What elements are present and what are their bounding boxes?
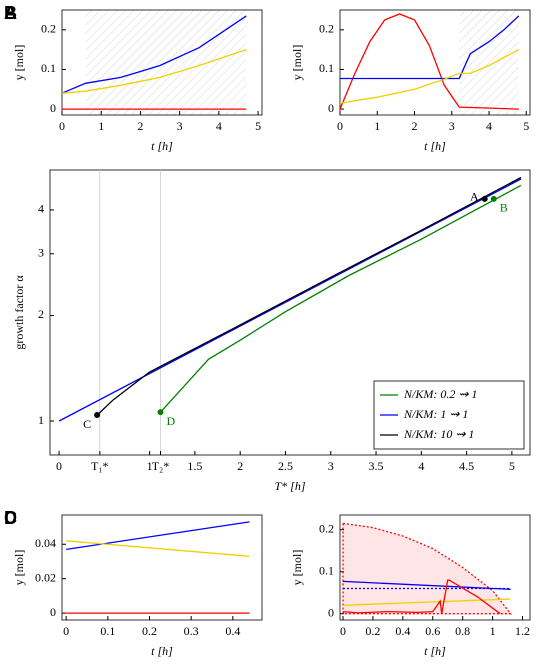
x-tick-label: 1.5 — [187, 459, 202, 473]
y-tick-label: 0.02 — [35, 570, 56, 584]
panel-label: A — [4, 3, 17, 23]
x-tick-label: 2 — [137, 119, 143, 133]
series-line — [339, 13, 519, 110]
panel-label: C — [4, 508, 17, 528]
x-tick-label: T₁* — [91, 459, 109, 473]
x-axis-label: t [h] — [151, 139, 173, 153]
x-tick-label: 0.4 — [225, 624, 240, 638]
series-line — [160, 184, 522, 413]
x-tick-label: 0.4 — [395, 624, 410, 638]
x-tick-label: 0.6 — [425, 624, 440, 638]
x-tick-label: 0 — [337, 119, 343, 133]
x-tick-label: 3 — [328, 459, 334, 473]
series-line — [339, 49, 520, 104]
series-line — [66, 540, 250, 557]
x-axis-label: t [h] — [151, 644, 173, 658]
x-tick-label: 0.8 — [455, 624, 470, 638]
legend-box — [373, 380, 525, 450]
x-tick-label: 3 — [449, 119, 455, 133]
y-axis-label: y [mol] — [290, 45, 304, 81]
panel-label: B — [4, 3, 17, 23]
series-line — [340, 15, 520, 80]
x-tick-label: 0 — [56, 459, 62, 473]
hatch-region — [459, 10, 519, 115]
y-tick-label: 2 — [38, 307, 44, 321]
x-tick-label: 0 — [59, 119, 65, 133]
x-tick-label: 2.5 — [278, 459, 293, 473]
series-line — [96, 176, 522, 416]
x-tick-label: T₂* — [152, 459, 170, 473]
series-line — [58, 178, 522, 422]
x-axis-label: T* [h] — [274, 479, 305, 493]
y-tick-label: 0 — [50, 605, 56, 619]
plot-frame — [61, 9, 263, 116]
x-tick-label: 5 — [509, 459, 515, 473]
point-label: A — [470, 190, 479, 204]
point-marker — [481, 195, 488, 202]
x-tick-label: 2 — [412, 119, 418, 133]
point-marker — [157, 409, 164, 416]
x-tick-label: 1.2 — [515, 624, 530, 638]
y-tick-label: 0 — [328, 605, 334, 619]
x-tick-label: 3 — [177, 119, 183, 133]
y-tick-label: 0.1 — [319, 61, 334, 75]
x-tick-label: 4 — [486, 119, 492, 133]
x-tick-label: 1 — [98, 119, 104, 133]
x-tick-label: 4 — [216, 119, 222, 133]
x-tick-label: 2 — [237, 459, 243, 473]
plot-frame — [339, 514, 531, 621]
y-tick-label: 0.1 — [41, 61, 56, 75]
x-axis-label: t [h] — [424, 644, 446, 658]
series-line — [342, 580, 511, 590]
legend-label: N/KM: 0.2 ⇝ 1 — [403, 387, 477, 401]
x-tick-label: 1 — [374, 119, 380, 133]
y-axis-label: y [mol] — [12, 550, 26, 586]
legend-label: N/KM: 1 ⇝ 1 — [403, 407, 468, 421]
y-tick-label: 0.2 — [319, 521, 334, 535]
y-tick-label: 0 — [50, 101, 56, 115]
x-tick-label: 1 — [147, 459, 153, 473]
x-axis-label: t [h] — [424, 139, 446, 153]
series-line — [61, 15, 247, 94]
y-tick-label: 3 — [38, 245, 44, 259]
x-tick-label: 5 — [255, 119, 261, 133]
y-tick-label: 1 — [38, 413, 44, 427]
x-tick-label: 3.5 — [369, 459, 384, 473]
y-tick-label: 0.04 — [35, 536, 56, 550]
plot-frame — [61, 514, 263, 621]
y-tick-label: 4 — [38, 202, 44, 216]
y-axis-label: y [mol] — [290, 550, 304, 586]
point-marker — [94, 412, 101, 419]
x-tick-label: 0.2 — [142, 624, 157, 638]
x-tick-label: 0 — [63, 624, 69, 638]
plot-frame — [49, 169, 531, 456]
y-axis-label: growth factor α — [12, 275, 26, 350]
x-tick-label: 5 — [523, 119, 529, 133]
x-tick-label: 0.2 — [365, 624, 380, 638]
x-tick-label: 0.1 — [100, 624, 115, 638]
x-tick-label: 4 — [418, 459, 424, 473]
y-axis-label: y [mol] — [12, 45, 26, 81]
x-tick-label: 0 — [340, 624, 346, 638]
legend-label: N/KM: 10 ⇝ 1 — [403, 427, 474, 441]
series-line — [66, 521, 250, 551]
panel-label: D — [4, 508, 17, 528]
y-tick-label: 0.2 — [319, 22, 334, 36]
series-line — [61, 48, 247, 94]
point-label: C — [83, 417, 91, 431]
y-tick-label: 0.1 — [319, 563, 334, 577]
y-tick-label: 0.2 — [41, 22, 56, 36]
x-tick-label: 1 — [490, 624, 496, 638]
point-marker — [490, 195, 497, 202]
point-label: B — [500, 201, 508, 215]
y-tick-label: 0 — [328, 101, 334, 115]
x-tick-label: 0.3 — [184, 624, 199, 638]
point-label: D — [166, 414, 175, 428]
series-line — [342, 579, 501, 615]
x-tick-label: 4.5 — [459, 459, 474, 473]
plot-frame — [339, 9, 531, 116]
